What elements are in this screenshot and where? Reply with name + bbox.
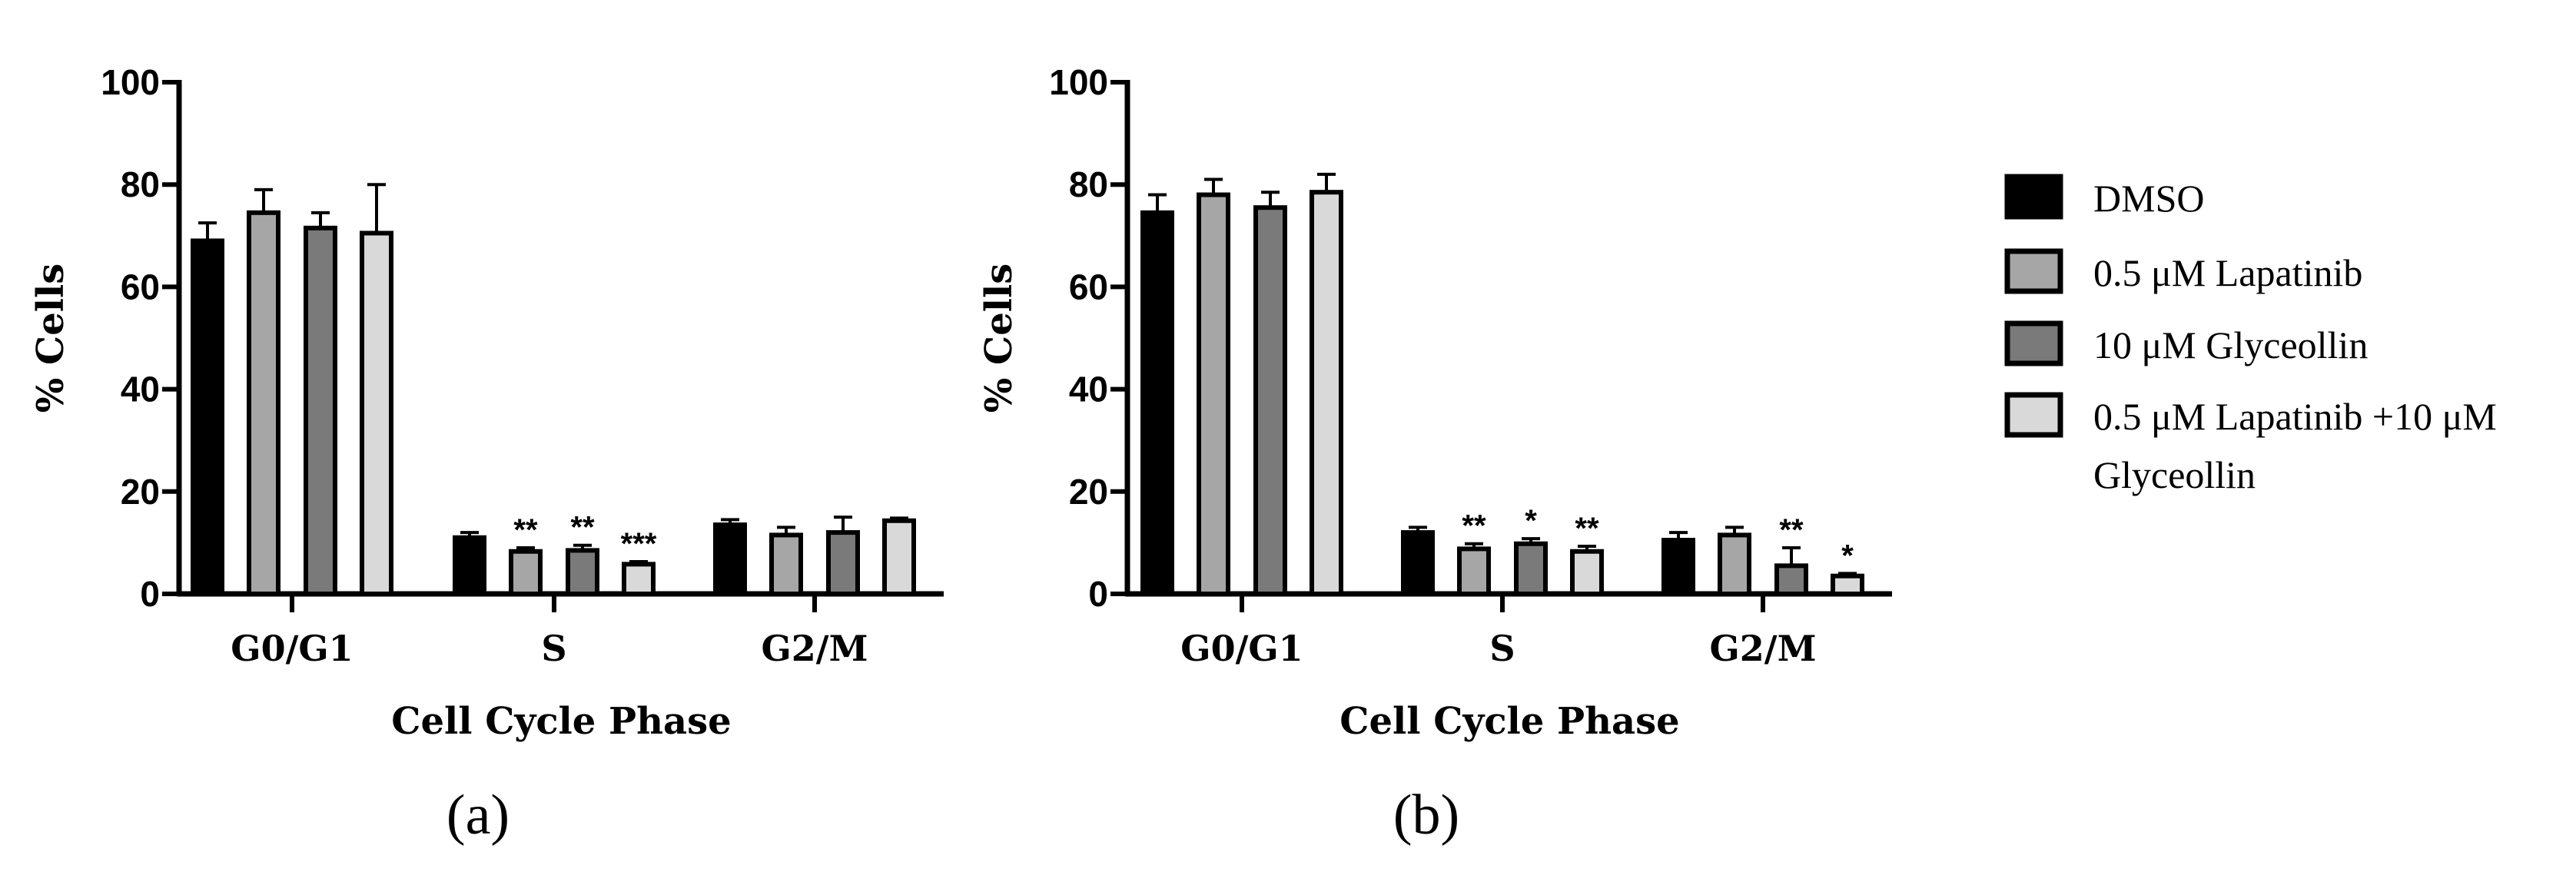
- bar-lap-G0-G1: [1197, 192, 1230, 596]
- significance-marker: *: [1841, 539, 1854, 572]
- bar-combo-G2-M: [1831, 573, 1864, 597]
- bar-combo-S: [1570, 549, 1604, 596]
- significance-marker: ***: [621, 527, 657, 561]
- bar-lap-G2-M: [769, 532, 803, 596]
- bar-gly-S: [1514, 541, 1548, 596]
- y-tick-label: 100: [101, 62, 160, 102]
- y-tick-label: 60: [1069, 267, 1108, 307]
- panel-label: (a): [446, 784, 510, 847]
- y-tick-label: 60: [121, 267, 160, 307]
- bar-gly-S: [566, 548, 599, 597]
- x-axis-title: Cell Cycle Phase: [391, 700, 731, 743]
- y-tick-label: 20: [1069, 472, 1108, 512]
- legend-swatch-DMSO: [2004, 174, 2063, 220]
- bar-DMSO-G0-G1: [191, 238, 224, 596]
- legend-label-lap: 0.5 μM Lapatinib: [2093, 251, 2362, 294]
- panel-label: (b): [1393, 784, 1459, 847]
- significance-marker: **: [1575, 512, 1599, 545]
- bar-DMSO-G0-G1: [1140, 210, 1174, 596]
- significance-marker: **: [1462, 509, 1486, 543]
- legend-label-DMSO: DMSO: [2093, 177, 2204, 220]
- legend: DMSO 0.5 μM Lapatinib 10 μM Glyceollin 0.5 …: [2004, 174, 2497, 496]
- y-tick-label: 20: [121, 472, 160, 512]
- bar-gly-G0-G1: [304, 225, 337, 596]
- x-category-label: S: [541, 628, 566, 669]
- x-category-label: G0/G1: [231, 628, 353, 669]
- y-axis-title: % Cells: [978, 264, 1021, 413]
- y-tick-label: 100: [1049, 62, 1108, 102]
- bar-lap-G2-M: [1718, 532, 1751, 596]
- y-tick-label: 0: [140, 574, 160, 614]
- bar-DMSO-S: [453, 535, 486, 596]
- bar-DMSO-G2-M: [1661, 538, 1695, 597]
- significance-marker: **: [570, 511, 595, 545]
- bar-combo-S: [622, 562, 656, 597]
- x-axis-title: Cell Cycle Phase: [1339, 700, 1679, 743]
- bar-gly-G0-G1: [1253, 205, 1287, 596]
- bar-gly-G2-M: [826, 530, 860, 597]
- bar-combo-G0-G1: [1310, 190, 1343, 596]
- y-tick-label: 40: [121, 370, 160, 409]
- y-tick-label: 40: [1069, 370, 1108, 409]
- legend-label-combo: 0.5 μM Lapatinib +10 μM: [2093, 395, 2497, 438]
- x-category-label: S: [1489, 628, 1515, 669]
- legend-swatch-combo: [2004, 392, 2063, 438]
- bar-lap-S: [1457, 546, 1491, 597]
- bar-lap-S: [509, 549, 543, 596]
- legend-swatch-gly: [2004, 320, 2063, 366]
- bar-combo-G2-M: [882, 518, 916, 597]
- significance-marker: **: [513, 513, 538, 547]
- y-axis-title: % Cells: [29, 264, 72, 413]
- bar-gly-G2-M: [1774, 563, 1808, 596]
- bar-combo-G0-G1: [360, 230, 393, 596]
- x-category-label: G2/M: [761, 628, 868, 669]
- x-category-label: G0/G1: [1180, 628, 1303, 669]
- y-tick-label: 80: [121, 164, 160, 204]
- y-tick-label: 80: [1069, 164, 1108, 204]
- legend-label-gly: 10 μM Glyceollin: [2093, 323, 2368, 366]
- significance-marker: *: [1525, 504, 1537, 538]
- legend-swatch-lap: [2004, 248, 2063, 294]
- bar-lap-G0-G1: [247, 210, 281, 596]
- significance-marker: **: [1779, 513, 1804, 547]
- bar-DMSO-S: [1401, 530, 1435, 597]
- y-tick-label: 0: [1088, 574, 1108, 614]
- legend-label-combo: Glyceollin: [2093, 453, 2256, 496]
- x-category-label: G2/M: [1709, 628, 1816, 669]
- bar-DMSO-G2-M: [713, 522, 747, 597]
